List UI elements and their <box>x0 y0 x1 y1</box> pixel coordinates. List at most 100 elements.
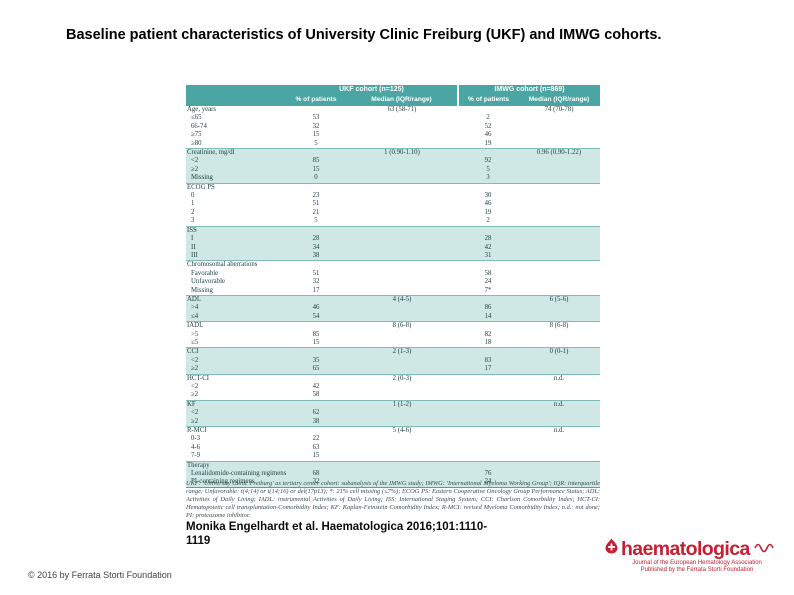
copyright-notice: © 2016 by Ferrata Storti Foundation <box>28 570 172 580</box>
table-row: 3 5 2 <box>186 217 600 226</box>
row-value <box>346 131 458 139</box>
table-row: Chromosomal aberrations <box>186 260 601 270</box>
row-value: 24 <box>484 278 492 286</box>
row-value <box>518 270 600 278</box>
row-section-label: KF <box>186 399 286 410</box>
table-row: KF 1 (1-2) n.d. <box>186 399 601 410</box>
row-value: 8 (6-8) <box>346 321 459 331</box>
table-row: Missing 0 3 <box>186 174 601 184</box>
row-value: n.d. <box>518 373 601 383</box>
row-value <box>518 140 600 149</box>
row-label: 4-6 <box>191 443 201 451</box>
row-value <box>458 182 519 193</box>
table-header-groups: UKF cohort (n=125) IMWG cohort (n=869) <box>186 85 601 94</box>
row-label: ≤65 <box>191 114 202 122</box>
row-section-label: R-MCI <box>186 426 286 436</box>
row-value <box>458 391 518 400</box>
row-value <box>458 383 518 391</box>
row-value: 85 <box>312 330 320 338</box>
row-value: 51 <box>312 200 320 208</box>
row-label: Missing <box>186 174 286 184</box>
row-value <box>458 225 519 236</box>
row-value: 2 (0-3) <box>346 373 459 383</box>
row-label: 66-74 <box>191 122 207 130</box>
row-label: 0 <box>191 192 195 200</box>
row-value <box>518 200 600 208</box>
row-value <box>346 114 458 122</box>
row-value <box>286 106 346 114</box>
logo-tagline-line1: Journal of the European Hematology Assoc… <box>632 560 762 566</box>
row-value <box>518 470 601 479</box>
table-row: ADL 4 (4-5) 6 (5-6) <box>186 294 601 305</box>
row-section-label: ECOG PS <box>186 182 286 193</box>
row-value <box>518 182 601 193</box>
row-value: 2 (1-3) <box>346 347 459 357</box>
row-value: 53 <box>312 114 320 122</box>
row-value: 63 (58-71) <box>387 106 417 113</box>
row-value: 34 <box>286 243 346 252</box>
row-value: 2 <box>486 217 490 225</box>
row-label: 7-9 <box>191 452 201 460</box>
row-value: 32 <box>312 278 320 286</box>
row-value: 85 <box>286 157 346 166</box>
row-value <box>518 251 601 261</box>
table-row: ≤4 54 14 <box>186 312 601 322</box>
row-value: 32 <box>286 478 346 487</box>
row-value <box>346 260 459 270</box>
row-label: <2 <box>186 409 286 418</box>
row-label: 3 <box>191 217 195 225</box>
row-value <box>518 365 601 375</box>
table-header: UKF cohort (n=125) IMWG cohort (n=869) %… <box>186 85 601 106</box>
header-ukf-cohort: UKF cohort (n=125) <box>286 85 459 94</box>
table-row: R-MCI 5 (4-6) n.d. <box>186 426 601 436</box>
row-value <box>286 294 346 305</box>
row-value: n.d. <box>518 399 601 410</box>
row-value <box>518 157 601 166</box>
row-label: <2 <box>186 157 286 166</box>
table-row: <2 42 <box>186 383 600 391</box>
row-value <box>518 356 601 366</box>
row-value: 22 <box>312 435 320 443</box>
table-row: 0 23 30 <box>186 192 600 200</box>
row-label: ≥2 <box>186 417 286 427</box>
table-row: Therapy <box>186 460 601 471</box>
row-value: 63 <box>312 443 320 451</box>
row-value: n.d. <box>518 426 601 436</box>
characteristics-table-body: Age, years 63 (58-71) 74 (70-78) ≤65 53 2 66-7… <box>186 106 601 487</box>
row-label: 1 <box>191 200 195 208</box>
row-value <box>346 304 459 313</box>
table-row: 66-74 32 52 <box>186 123 600 131</box>
row-label: PI-containing regimens <box>186 478 286 487</box>
row-value <box>346 225 459 236</box>
row-label: >5 <box>191 330 199 338</box>
row-value <box>518 192 600 200</box>
citation-line1: Monika Engelhardt et al. Haematologica 2… <box>186 521 488 533</box>
row-value: 30 <box>484 192 492 200</box>
row-value: 19 <box>484 208 492 216</box>
row-value <box>346 123 458 131</box>
row-value <box>518 260 601 270</box>
table-row: ≥80 5 19 <box>186 140 600 149</box>
row-value <box>346 391 458 400</box>
row-value <box>346 200 458 208</box>
row-value <box>346 140 458 149</box>
row-value <box>346 435 458 443</box>
row-label: ≥2 <box>186 365 286 375</box>
row-value <box>346 278 458 286</box>
row-value <box>518 435 600 443</box>
row-value: 2 <box>486 114 490 122</box>
row-value <box>518 409 601 418</box>
row-value <box>346 365 459 375</box>
row-value <box>286 182 346 193</box>
table-row: PI-containing regimens 32 24 <box>186 478 601 487</box>
table-row: IADL 8 (6-8) 8 (6-8) <box>186 321 601 331</box>
row-value: 86 <box>458 304 519 313</box>
table-row: <2 62 <box>186 409 601 418</box>
row-value <box>518 114 600 122</box>
row-label: Missing <box>191 286 213 294</box>
row-value: 18 <box>484 338 492 346</box>
row-value <box>346 192 458 200</box>
row-value: 0 (0-1) <box>518 347 601 357</box>
row-value <box>346 174 459 184</box>
